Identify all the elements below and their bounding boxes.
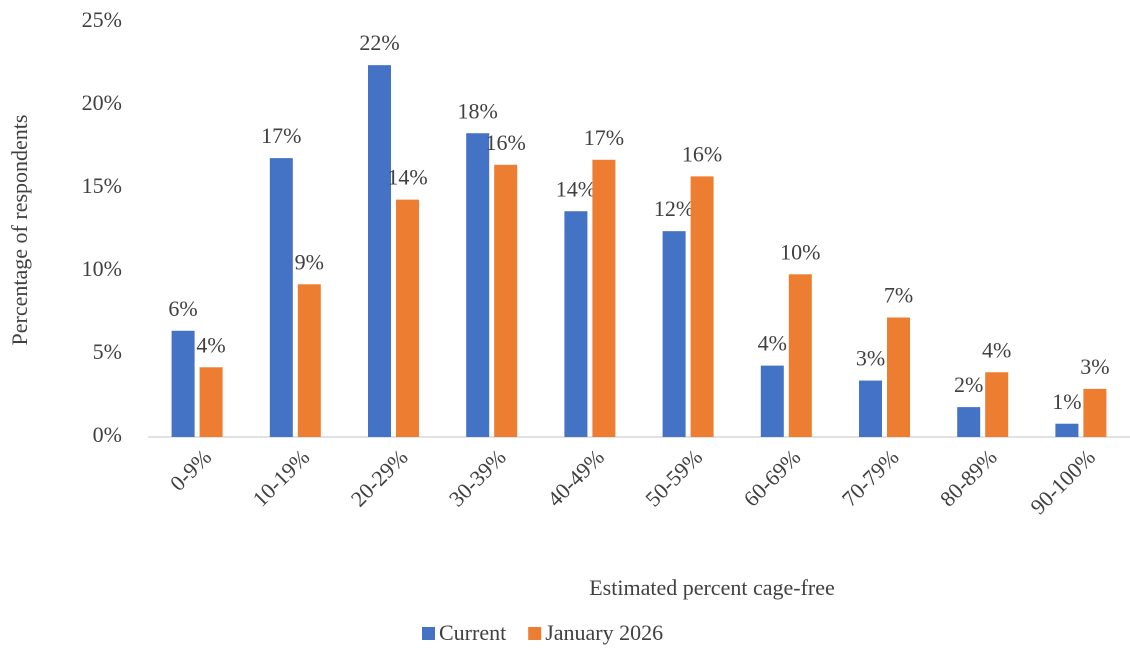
bar <box>564 211 588 437</box>
bar <box>368 65 391 437</box>
value-label: 16% <box>486 130 526 155</box>
x-tick-label: 0-9% <box>165 444 216 495</box>
value-label: 2% <box>954 372 983 397</box>
value-label: 10% <box>780 239 820 264</box>
value-label: 14% <box>556 176 596 201</box>
bar <box>788 274 812 437</box>
legend-label: Current <box>439 620 506 645</box>
value-label: 12% <box>654 196 694 221</box>
value-label: 4% <box>982 337 1011 362</box>
value-label: 1% <box>1052 389 1081 414</box>
value-label: 16% <box>682 141 722 166</box>
x-axis-title: Estimated percent cage-free <box>589 575 835 600</box>
bar <box>297 284 321 437</box>
bar <box>466 133 490 437</box>
y-tick-label: 25% <box>82 7 122 32</box>
bar <box>985 372 1009 437</box>
x-tick-label: 50-59% <box>640 444 707 511</box>
bar <box>171 330 195 437</box>
legend-swatch <box>422 627 435 640</box>
y-tick-label: 20% <box>82 90 122 115</box>
bar <box>269 158 293 437</box>
value-label: 18% <box>458 98 498 123</box>
x-tick-label: 20-29% <box>346 444 413 511</box>
value-label: 17% <box>584 125 624 150</box>
value-label: 14% <box>387 165 427 190</box>
bar <box>957 407 981 437</box>
value-label: 4% <box>196 332 225 357</box>
value-label: 7% <box>884 283 913 308</box>
bar <box>690 176 714 437</box>
bar <box>1055 423 1079 437</box>
bar <box>199 367 223 437</box>
y-tick-label: 5% <box>93 339 122 364</box>
y-tick-label: 15% <box>82 173 122 198</box>
bar <box>859 380 882 437</box>
x-tick-label: 70-79% <box>837 444 904 511</box>
value-label: 17% <box>261 123 301 148</box>
value-label: 9% <box>295 249 324 274</box>
x-tick-label: 90-100% <box>1025 444 1100 519</box>
legend-label: January 2026 <box>545 620 663 645</box>
y-tick-label: 10% <box>82 256 122 281</box>
x-tick-label: 40-49% <box>542 444 609 511</box>
value-label: 6% <box>168 296 197 321</box>
bar <box>396 199 419 437</box>
x-tick-label: 10-19% <box>247 444 314 511</box>
y-tick-label: 0% <box>93 422 122 447</box>
bar <box>494 164 518 437</box>
bar <box>592 159 616 437</box>
x-tick-label: 60-69% <box>738 444 805 511</box>
value-label: 3% <box>856 346 885 371</box>
bar <box>887 317 910 437</box>
value-label: 22% <box>359 30 399 55</box>
bar <box>1083 388 1107 437</box>
x-tick-label: 80-89% <box>935 444 1002 511</box>
bar <box>760 365 784 437</box>
legend-swatch <box>528 627 542 640</box>
y-axis-title: Percentage of respondents <box>7 115 32 346</box>
value-label: 3% <box>1080 354 1109 379</box>
value-label: 4% <box>758 331 787 356</box>
x-tick-label: 30-39% <box>444 444 511 511</box>
bar <box>662 231 686 437</box>
